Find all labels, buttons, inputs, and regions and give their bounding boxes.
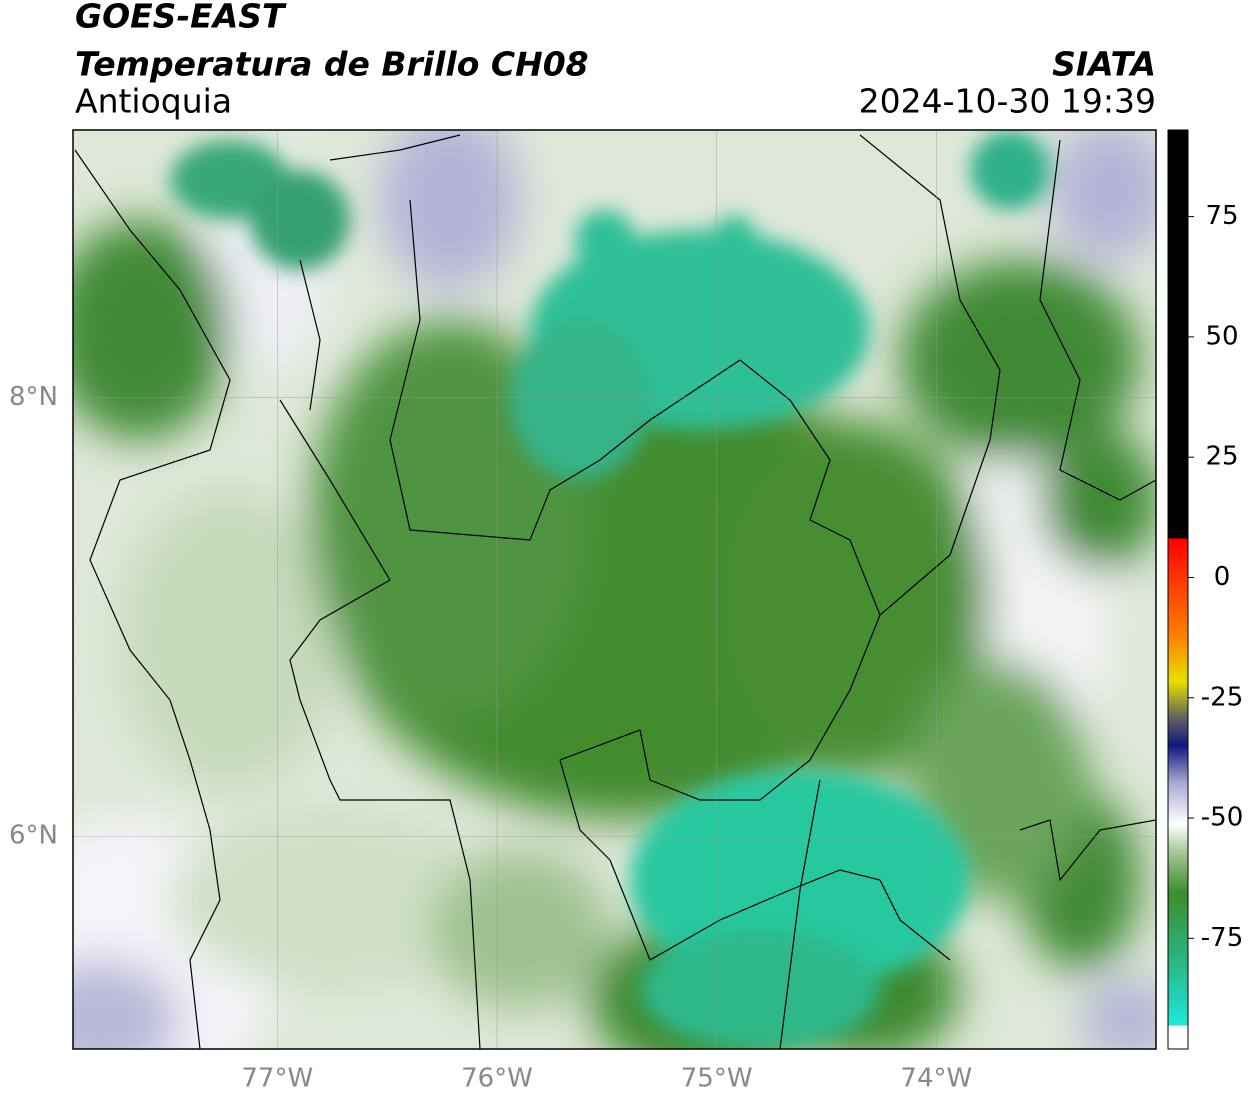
satellite-image	[73, 130, 1156, 1049]
timestamp: 2024-10-30 19:39	[859, 82, 1156, 121]
y-tick-label: 8°N	[9, 382, 58, 412]
colorbar-tick-label: -25	[1201, 682, 1243, 712]
colorbar	[1167, 129, 1189, 1050]
colorbar-tick-label: -50	[1201, 803, 1243, 833]
x-tick-label: 75°W	[681, 1064, 753, 1094]
x-tick-label: 77°W	[241, 1064, 313, 1094]
x-tick-label: 76°W	[461, 1064, 533, 1094]
colorbar-tick-label: -75	[1201, 923, 1243, 953]
graticule	[73, 130, 1156, 1049]
colorbar-tick-label: 0	[1214, 562, 1231, 592]
map-frame	[72, 129, 1157, 1050]
colorbar-tick-label: 75	[1205, 201, 1238, 231]
region: Antioquia	[75, 82, 232, 121]
x-tick-label: 74°W	[900, 1064, 972, 1094]
title: GOES-EAST	[75, 0, 287, 36]
source: SIATA	[1052, 45, 1156, 84]
colorbar-tick-label: 50	[1205, 321, 1238, 351]
subtitle: Temperatura de Brillo CH08	[75, 45, 589, 84]
colorbar-tick-label: 25	[1205, 442, 1238, 472]
y-tick-label: 6°N	[9, 821, 58, 851]
